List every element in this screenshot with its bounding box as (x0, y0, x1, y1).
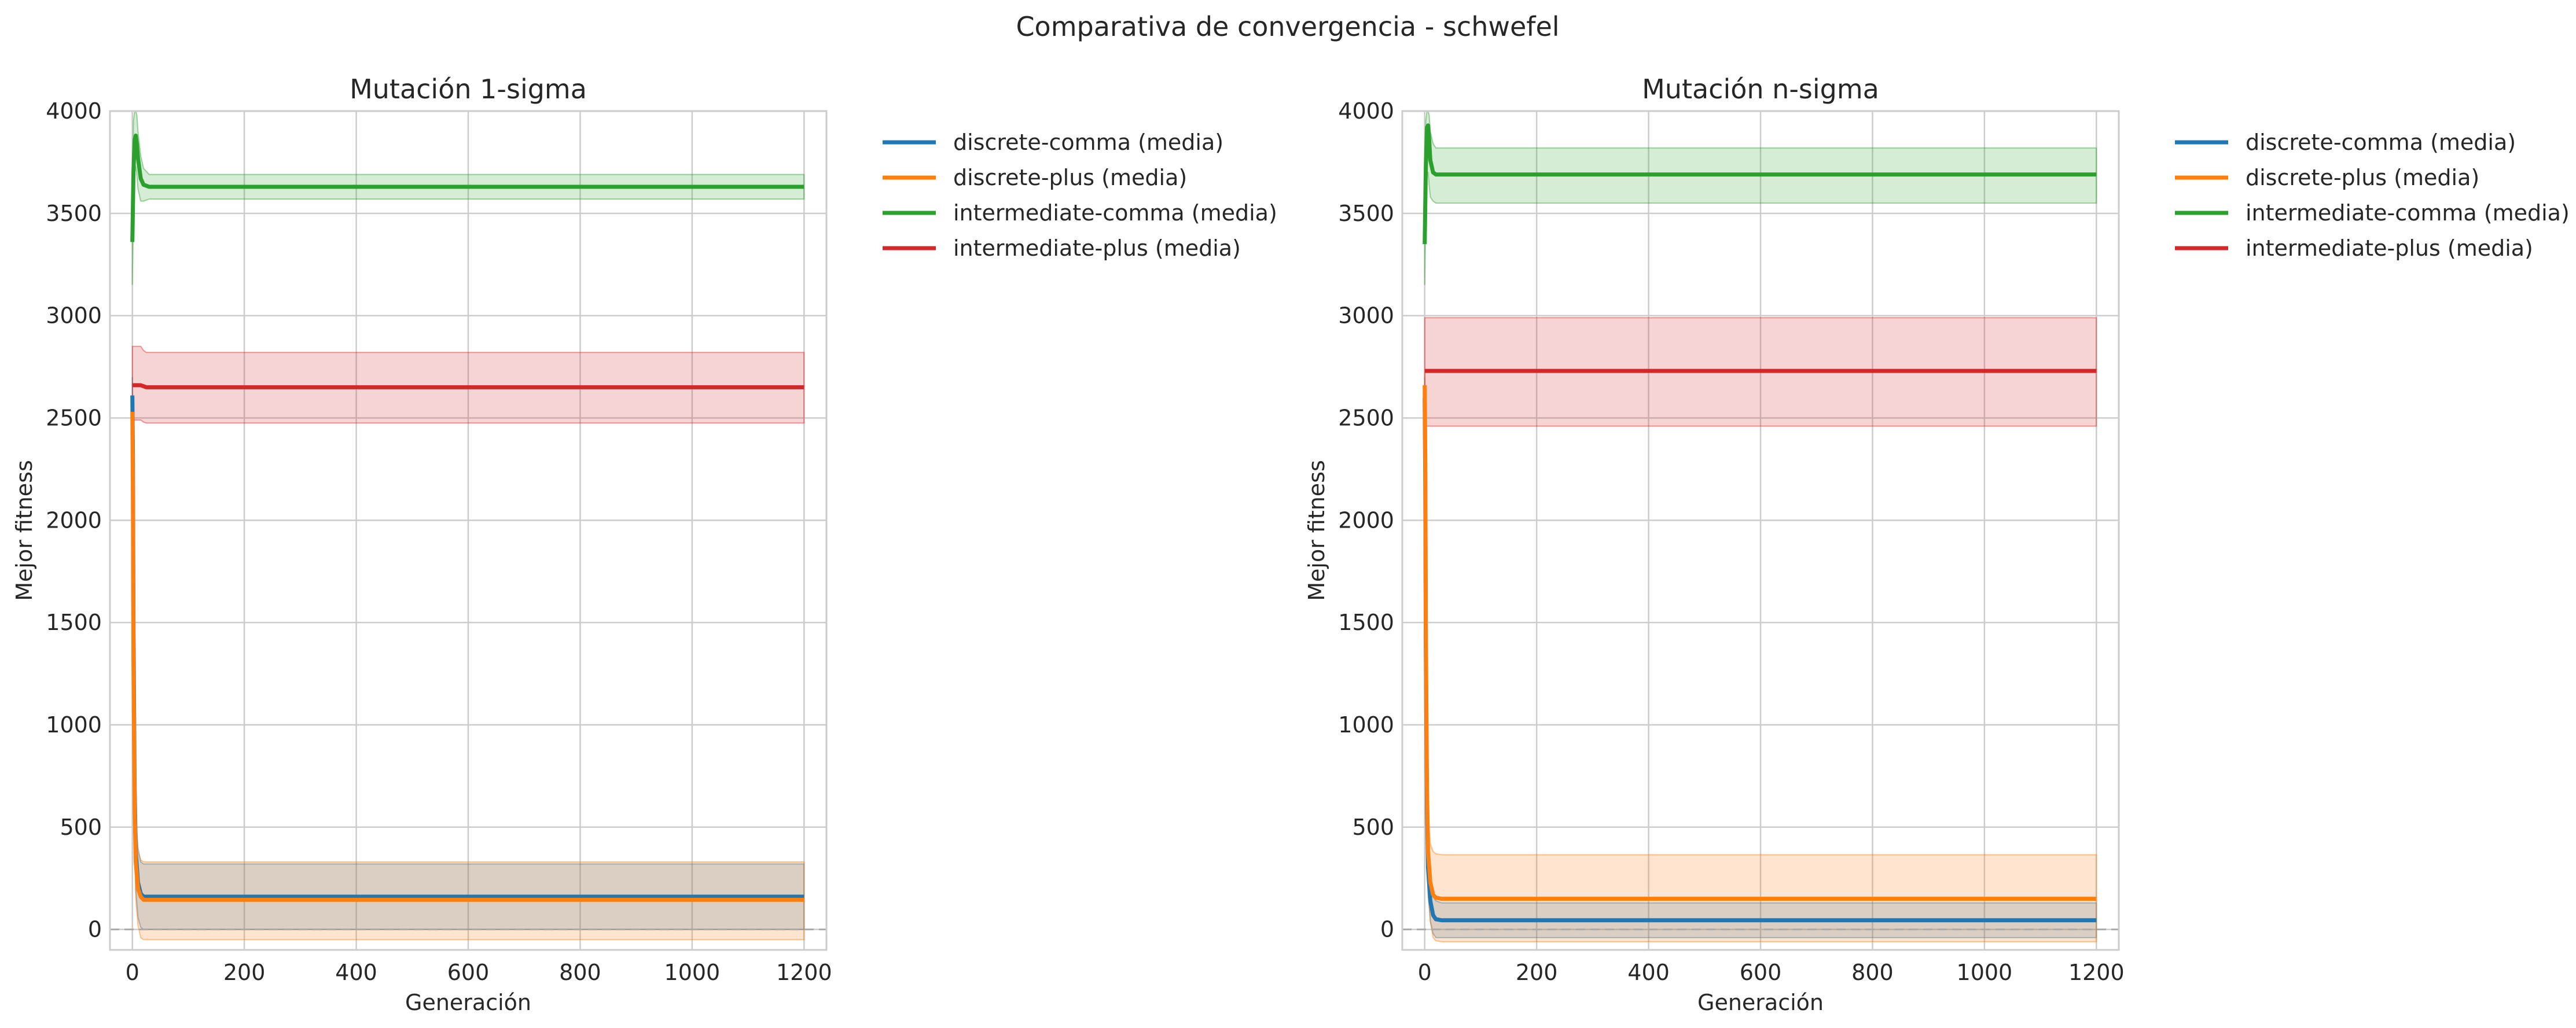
series-line-1 (1423, 385, 2097, 901)
chart-panel-nsigma: 0 200 400 600 800 1000 1200 0 500 1000 1500 2000 250… (1304, 73, 2570, 1015)
legend: discrete-comma (media) discrete-plus (med… (2175, 130, 2570, 261)
series-line-1 (130, 411, 804, 902)
legend-label-0: discrete-comma (media) (2246, 130, 2516, 155)
x-tick-label: 0 (1418, 960, 1432, 985)
x-tick-label: 400 (335, 960, 377, 985)
y-tick-label: 2000 (1338, 507, 1394, 533)
chart-title: Mutación n-sigma (1642, 73, 1879, 105)
legend-label-3: intermediate-plus (media) (953, 235, 1241, 261)
series-line-2 (130, 133, 804, 242)
legend-label-0: discrete-comma (media) (953, 130, 1223, 155)
legend-label-1: discrete-plus (media) (2246, 165, 2479, 190)
y-axis-label: Mejor fitness (12, 460, 37, 601)
x-axis-label: Generación (1697, 990, 1824, 1015)
y-tick-label: 2500 (1338, 405, 1394, 430)
y-tick-label: 3000 (1338, 303, 1394, 329)
x-tick-label: 1000 (664, 960, 721, 985)
x-tick-label: 200 (223, 960, 266, 985)
x-tick-label: 0 (126, 960, 139, 985)
plot-area (110, 111, 826, 941)
y-tick-label: 0 (88, 917, 102, 942)
plot-area (1402, 111, 2119, 942)
y-tick-label: 3500 (1338, 201, 1394, 226)
y-tick-label: 500 (60, 815, 102, 840)
y-axis-label: Mejor fitness (1304, 460, 1329, 601)
y-tick-label: 1500 (1338, 610, 1394, 635)
x-tick-label: 800 (1851, 960, 1894, 985)
x-tick-label: 200 (1516, 960, 1558, 985)
y-tick-label: 4000 (46, 98, 102, 124)
series-line-3 (132, 383, 804, 389)
y-tick-label: 4000 (1338, 98, 1394, 124)
legend: discrete-comma (media) discrete-plus (med… (883, 130, 1277, 261)
chart-title: Mutación 1-sigma (350, 73, 587, 105)
legend-label-3: intermediate-plus (media) (2246, 235, 2533, 261)
legend-label-1: discrete-plus (media) (953, 165, 1187, 190)
x-axis-label: Generación (405, 990, 531, 1015)
x-tick-label: 600 (1740, 960, 1782, 985)
x-tick-label: 1000 (1957, 960, 2013, 985)
axes-frame (109, 110, 828, 951)
series-line-2 (1423, 123, 2097, 244)
y-tick-label: 500 (1352, 815, 1394, 840)
legend-label-2: intermediate-comma (media) (2246, 200, 2570, 226)
x-tick-label: 1200 (2068, 960, 2125, 985)
legend-label-2: intermediate-comma (media) (953, 200, 1277, 226)
series-band-3 (131, 345, 805, 424)
x-tick-label: 600 (447, 960, 490, 985)
y-tick-label: 3000 (46, 303, 102, 329)
x-tick-label: 400 (1627, 960, 1670, 985)
y-tick-label: 0 (1380, 917, 1394, 942)
y-tick-label: 2500 (46, 405, 102, 430)
y-tick-label: 1500 (46, 610, 102, 635)
figure-title: Comparativa de convergencia - schwefel (1016, 11, 1559, 42)
axes-frame (1401, 110, 2120, 951)
y-tick-label: 3500 (46, 201, 102, 226)
y-tick-label: 1000 (1338, 712, 1394, 738)
x-tick-label: 800 (559, 960, 601, 985)
y-tick-label: 2000 (46, 507, 102, 533)
x-tick-label: 1200 (776, 960, 832, 985)
chart-panel-1sigma: 0 200 400 600 800 1000 1200 0 500 1000 1500 2000 250… (12, 73, 1277, 1015)
y-tick-label: 1000 (46, 712, 102, 738)
